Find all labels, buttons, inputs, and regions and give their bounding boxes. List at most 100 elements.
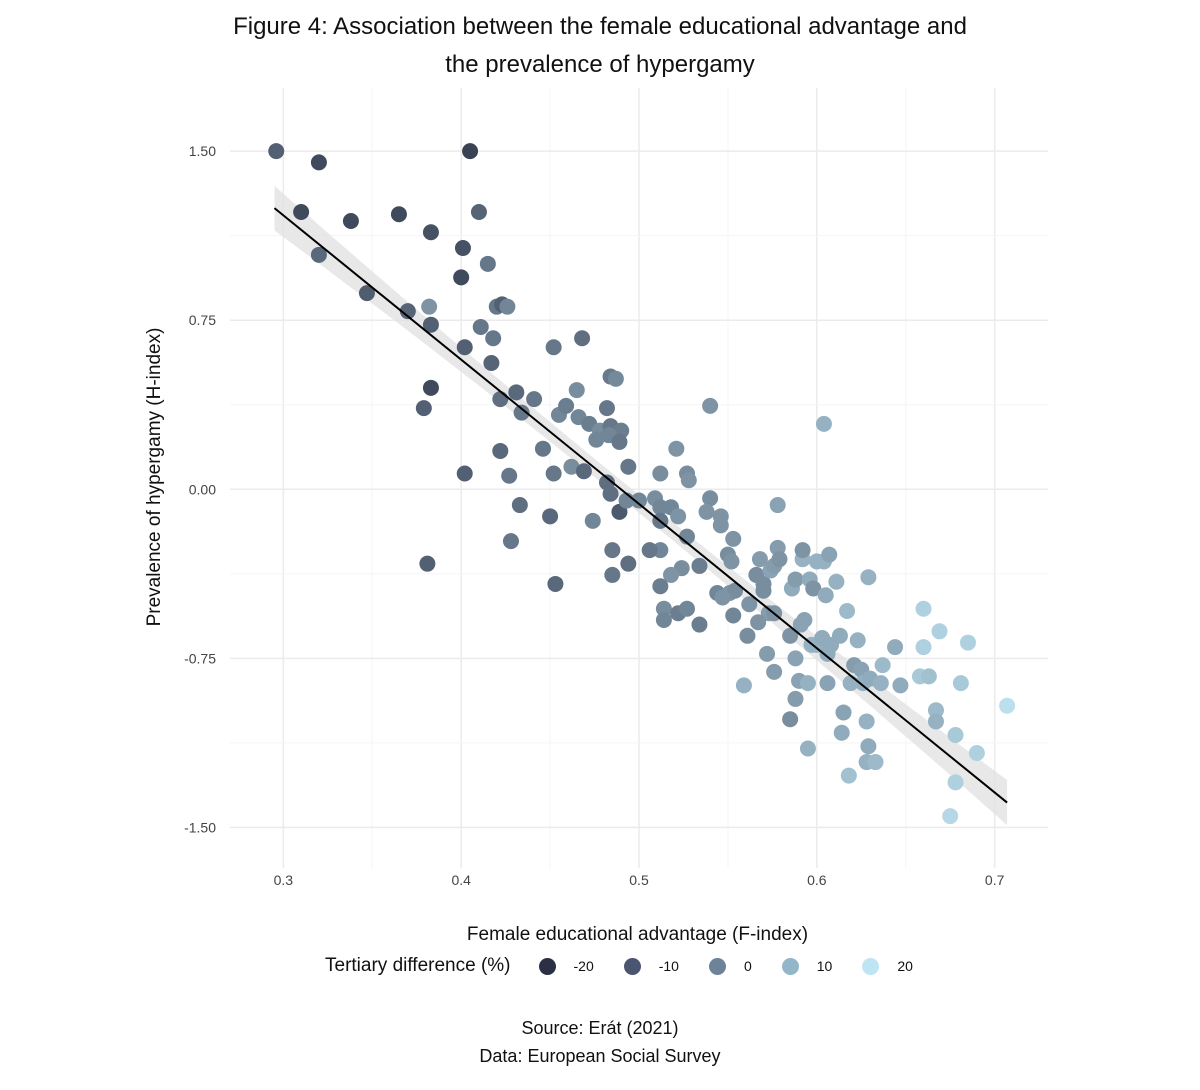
data-point xyxy=(652,578,669,595)
data-point xyxy=(920,668,937,685)
grid-lines xyxy=(230,88,1048,868)
data-point xyxy=(422,316,439,333)
legend-label-0: 0 xyxy=(743,958,752,974)
data-point xyxy=(483,355,500,372)
data-point xyxy=(723,553,740,570)
data-point xyxy=(415,400,432,417)
data-point xyxy=(563,458,580,475)
data-point xyxy=(508,384,525,401)
legend-item-20: 20 xyxy=(862,957,913,975)
data-point xyxy=(860,738,877,755)
data-point xyxy=(598,400,615,417)
data-point xyxy=(702,490,719,507)
regression-line xyxy=(273,207,1008,804)
data-point xyxy=(725,607,742,624)
x-tick-label: 0.5 xyxy=(629,872,649,888)
legend-item-10: 10 xyxy=(781,957,833,975)
data-point xyxy=(799,675,816,692)
data-point xyxy=(787,690,804,707)
data-point xyxy=(833,724,850,741)
data-point xyxy=(805,580,822,597)
legend-label-20: 20 xyxy=(897,958,913,974)
x-tick-label: 0.6 xyxy=(807,872,827,888)
data-point xyxy=(342,213,359,230)
x-tick-label: 0.7 xyxy=(985,872,1005,888)
data-point xyxy=(959,634,976,651)
data-point xyxy=(769,497,786,514)
data-point xyxy=(604,542,621,559)
data-point xyxy=(604,566,621,583)
data-point xyxy=(574,330,591,347)
regression-line-group xyxy=(273,207,1008,804)
data-point xyxy=(607,370,624,387)
data-point xyxy=(422,379,439,396)
data-point xyxy=(547,575,564,592)
data-point xyxy=(927,713,944,730)
data-point xyxy=(453,269,470,286)
data-point xyxy=(714,589,731,606)
data-point xyxy=(799,740,816,757)
data-point xyxy=(652,465,669,482)
legend-label-10: 10 xyxy=(816,958,833,974)
y-axis-label: Prevalence of hypergamy (H-index) xyxy=(144,327,165,627)
data-point xyxy=(620,458,637,475)
data-point xyxy=(268,143,285,160)
data-point xyxy=(691,616,708,633)
data-point xyxy=(620,555,637,572)
data-point xyxy=(915,639,932,656)
legend-swatch-neg20 xyxy=(538,957,556,975)
data-point xyxy=(568,382,585,399)
data-point xyxy=(293,203,310,220)
legend-label-neg20: -20 xyxy=(573,958,594,974)
data-point xyxy=(575,463,592,480)
data-point xyxy=(390,206,407,223)
y-tick-label: -1.50 xyxy=(184,819,216,835)
data-point xyxy=(771,551,788,568)
legend-swatch-20 xyxy=(862,957,880,975)
data-point xyxy=(698,503,715,520)
data-point xyxy=(821,546,838,563)
chart-title-line-2: the prevalence of hypergamy xyxy=(445,51,755,78)
data-point xyxy=(968,745,985,762)
data-point xyxy=(470,203,487,220)
data-point xyxy=(558,397,575,414)
data-point xyxy=(828,573,845,590)
y-tick-label: 1.50 xyxy=(189,143,216,159)
data-point xyxy=(796,612,813,629)
data-points xyxy=(268,143,1016,825)
x-axis-ticks: 0.3 0.4 0.5 0.6 0.7 xyxy=(274,872,1005,888)
data-point xyxy=(787,571,804,588)
data-point xyxy=(680,472,697,489)
data-point xyxy=(947,726,964,743)
x-axis-label: Female educational advantage (F-index) xyxy=(466,924,809,945)
data-point xyxy=(511,497,528,514)
data-point xyxy=(679,600,696,617)
y-tick-label: -0.75 xyxy=(184,650,216,666)
data-point xyxy=(794,542,811,559)
legend-swatch-neg10 xyxy=(623,957,641,975)
data-point xyxy=(668,440,685,457)
legend-swatch-0 xyxy=(708,957,726,975)
x-tick-label: 0.3 xyxy=(274,872,294,888)
data-point xyxy=(472,318,489,335)
caption-source: Source: Erát (2021) xyxy=(521,1018,679,1038)
data-point xyxy=(462,143,479,160)
data-point xyxy=(454,240,471,257)
legend-item-neg20: -20 xyxy=(538,957,594,975)
legend-item-neg10: -10 xyxy=(623,957,679,975)
caption-data: Data: European Social Survey xyxy=(479,1046,721,1066)
data-point xyxy=(999,697,1016,714)
y-axis-ticks: 1.50 0.75 0.00 -0.75 -1.50 xyxy=(184,143,216,835)
data-point xyxy=(782,711,799,728)
data-point xyxy=(858,713,875,730)
legend-swatch-10 xyxy=(781,957,799,975)
data-point xyxy=(860,569,877,586)
data-point xyxy=(835,704,852,721)
data-point xyxy=(759,645,776,662)
data-point xyxy=(492,391,509,408)
data-point xyxy=(755,582,772,599)
legend: Tertiary difference (%) -20 -10 0 10 20 xyxy=(325,953,943,979)
data-point xyxy=(663,566,680,583)
legend-title: Tertiary difference (%) xyxy=(325,955,511,976)
